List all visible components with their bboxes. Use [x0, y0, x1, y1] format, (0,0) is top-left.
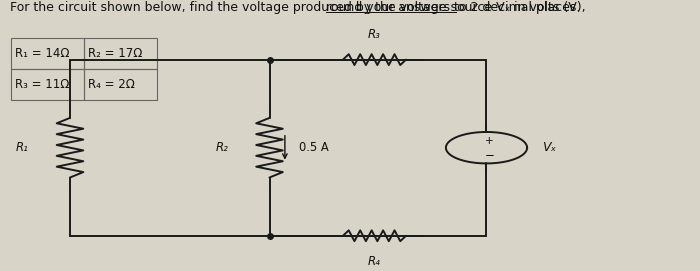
Text: For the circuit shown below, find the voltage produced by the voltage source Vₓ : For the circuit shown below, find the vo…: [10, 1, 594, 14]
Text: R₄ = 2Ω: R₄ = 2Ω: [88, 78, 135, 91]
Text: Vₓ: Vₓ: [542, 141, 556, 154]
Text: R₁: R₁: [16, 141, 29, 154]
Text: R₂ = 17Ω: R₂ = 17Ω: [88, 47, 143, 60]
Text: R₁ = 14Ω: R₁ = 14Ω: [15, 47, 69, 60]
Text: round your answers to 2 decimal places.: round your answers to 2 decimal places.: [326, 1, 581, 14]
Text: R₂: R₂: [216, 141, 228, 154]
Text: R₄: R₄: [368, 255, 381, 268]
Text: R₃: R₃: [368, 28, 381, 41]
Text: +: +: [485, 136, 494, 146]
Text: −: −: [484, 149, 494, 162]
Text: 0.5 A: 0.5 A: [299, 141, 329, 154]
Text: R₃ = 11Ω: R₃ = 11Ω: [15, 78, 69, 91]
